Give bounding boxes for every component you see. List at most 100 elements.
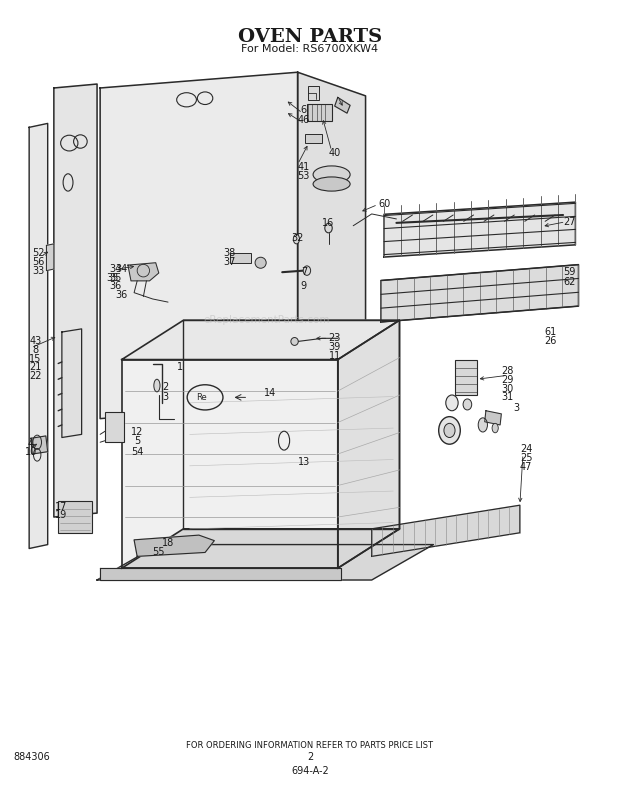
Text: 18: 18 bbox=[162, 538, 174, 548]
Polygon shape bbox=[384, 202, 575, 257]
Text: 9: 9 bbox=[301, 281, 307, 292]
Ellipse shape bbox=[293, 235, 299, 244]
Polygon shape bbox=[128, 263, 159, 281]
Polygon shape bbox=[46, 244, 54, 271]
Text: 34: 34 bbox=[110, 264, 122, 274]
Ellipse shape bbox=[291, 337, 298, 345]
Ellipse shape bbox=[444, 423, 455, 438]
Text: 8: 8 bbox=[32, 345, 38, 356]
Text: 54: 54 bbox=[131, 446, 143, 457]
Text: 3: 3 bbox=[514, 403, 520, 412]
Polygon shape bbox=[335, 97, 350, 113]
Text: 16: 16 bbox=[322, 218, 335, 228]
Text: 43: 43 bbox=[29, 337, 42, 347]
Text: 35: 35 bbox=[106, 273, 118, 283]
Text: 34: 34 bbox=[115, 264, 128, 274]
Polygon shape bbox=[338, 320, 399, 568]
Text: 60: 60 bbox=[378, 200, 390, 209]
Text: 4: 4 bbox=[28, 438, 34, 449]
Bar bbox=[105, 412, 123, 442]
Bar bbox=[307, 103, 332, 121]
Text: 40: 40 bbox=[329, 148, 341, 157]
Ellipse shape bbox=[313, 177, 350, 191]
Polygon shape bbox=[381, 265, 578, 322]
Ellipse shape bbox=[492, 423, 498, 433]
Text: 56: 56 bbox=[32, 257, 45, 267]
Text: 21: 21 bbox=[29, 363, 42, 372]
Text: 694-A-2: 694-A-2 bbox=[291, 766, 329, 777]
Text: 28: 28 bbox=[502, 367, 514, 376]
Text: 12: 12 bbox=[131, 427, 143, 437]
Text: 26: 26 bbox=[544, 336, 557, 346]
Ellipse shape bbox=[313, 166, 350, 183]
Bar bbox=[455, 359, 477, 395]
Text: 52: 52 bbox=[32, 248, 45, 258]
Text: FOR ORDERING INFORMATION REFER TO PARTS PRICE LIST: FOR ORDERING INFORMATION REFER TO PARTS … bbox=[187, 741, 433, 750]
Text: 2: 2 bbox=[307, 752, 313, 762]
Bar bbox=[308, 85, 319, 100]
Bar bbox=[58, 502, 92, 532]
Text: 31: 31 bbox=[502, 393, 513, 402]
Polygon shape bbox=[29, 123, 48, 548]
Text: 35: 35 bbox=[109, 273, 122, 283]
Ellipse shape bbox=[463, 399, 472, 410]
Text: 59: 59 bbox=[563, 267, 575, 277]
Text: 62: 62 bbox=[563, 276, 575, 287]
Text: 53: 53 bbox=[298, 171, 310, 181]
Text: 22: 22 bbox=[29, 371, 42, 381]
Polygon shape bbox=[134, 535, 215, 556]
Ellipse shape bbox=[303, 266, 311, 276]
Ellipse shape bbox=[325, 224, 332, 233]
Text: 3: 3 bbox=[162, 393, 168, 402]
Polygon shape bbox=[97, 544, 433, 580]
Ellipse shape bbox=[478, 418, 487, 432]
Polygon shape bbox=[31, 436, 48, 454]
Text: For Model: RS6700XKW4: For Model: RS6700XKW4 bbox=[241, 43, 379, 54]
Text: 38: 38 bbox=[224, 248, 236, 258]
Polygon shape bbox=[100, 72, 298, 419]
Text: 61: 61 bbox=[544, 327, 557, 337]
Text: 2: 2 bbox=[162, 382, 168, 392]
Polygon shape bbox=[485, 411, 502, 425]
Ellipse shape bbox=[446, 395, 458, 411]
Text: 55: 55 bbox=[153, 547, 165, 558]
Ellipse shape bbox=[439, 416, 460, 444]
Text: 5: 5 bbox=[134, 435, 140, 446]
Text: 6: 6 bbox=[301, 105, 307, 115]
Text: 27: 27 bbox=[563, 216, 575, 227]
Ellipse shape bbox=[255, 258, 266, 269]
Text: 37: 37 bbox=[224, 257, 236, 267]
Text: 10: 10 bbox=[25, 447, 37, 457]
Text: 36: 36 bbox=[115, 290, 128, 300]
Polygon shape bbox=[122, 529, 399, 568]
Polygon shape bbox=[122, 320, 399, 359]
Text: 32: 32 bbox=[291, 232, 304, 243]
Text: 7: 7 bbox=[301, 267, 307, 277]
Text: 1: 1 bbox=[177, 363, 184, 372]
Text: 884306: 884306 bbox=[14, 752, 50, 762]
Text: 19: 19 bbox=[55, 510, 68, 521]
Text: 30: 30 bbox=[502, 384, 513, 393]
Text: 14: 14 bbox=[264, 389, 276, 398]
Text: 11: 11 bbox=[329, 351, 341, 361]
Text: 25: 25 bbox=[520, 453, 533, 463]
Text: 29: 29 bbox=[502, 375, 514, 385]
Bar bbox=[230, 254, 251, 263]
Text: OVEN PARTS: OVEN PARTS bbox=[238, 28, 382, 46]
Text: 17: 17 bbox=[55, 502, 68, 512]
Ellipse shape bbox=[154, 379, 160, 392]
Polygon shape bbox=[298, 72, 366, 427]
Text: 46: 46 bbox=[298, 115, 310, 126]
Text: 39: 39 bbox=[329, 342, 341, 352]
Text: 15: 15 bbox=[29, 354, 42, 363]
Text: 24: 24 bbox=[520, 444, 532, 454]
Polygon shape bbox=[62, 329, 82, 438]
Polygon shape bbox=[372, 506, 520, 556]
Text: 41: 41 bbox=[298, 163, 310, 172]
Text: Re: Re bbox=[197, 393, 207, 402]
Text: 23: 23 bbox=[329, 333, 341, 344]
Bar bbox=[305, 134, 322, 143]
Polygon shape bbox=[54, 84, 97, 517]
Text: 47: 47 bbox=[520, 461, 532, 472]
Polygon shape bbox=[100, 568, 341, 580]
